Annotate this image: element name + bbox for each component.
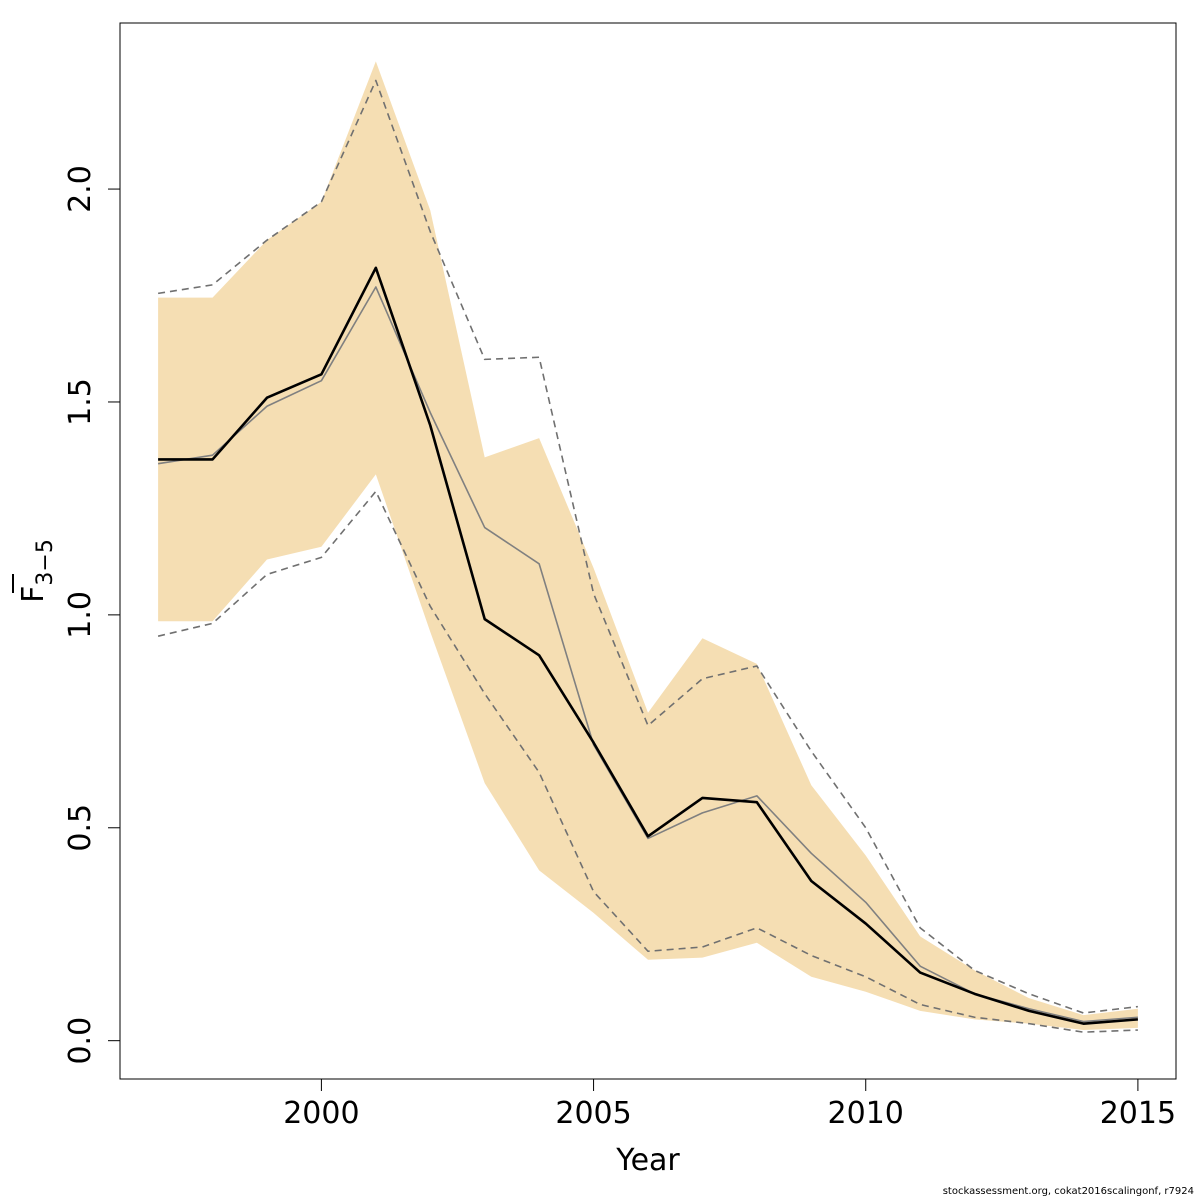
y-axis-title-base: F bbox=[16, 586, 51, 603]
y-axis-title-subscript: 3−5 bbox=[33, 539, 58, 585]
y-axis: 0.0 0.5 1.0 1.5 2.0 bbox=[63, 165, 120, 1065]
confidence-band bbox=[158, 61, 1138, 1031]
x-axis-title: Year bbox=[615, 1143, 680, 1178]
y-tick-label: 0.5 bbox=[63, 804, 98, 852]
x-tick-label: 2005 bbox=[555, 1096, 631, 1131]
y-tick-label: 2.0 bbox=[63, 165, 98, 213]
series-line-4 bbox=[157, 490, 1138, 1033]
y-tick-label: 0.0 bbox=[63, 1017, 98, 1065]
svg-text:F3−5: F3−5 bbox=[16, 539, 58, 603]
x-tick-label: 2015 bbox=[1100, 1096, 1176, 1131]
plot-frame bbox=[119, 22, 1177, 1080]
series-lines bbox=[157, 79, 1138, 1033]
x-tick-label: 2010 bbox=[828, 1096, 904, 1131]
series-line-3 bbox=[157, 79, 1138, 1014]
x-tick-label: 2000 bbox=[283, 1096, 359, 1131]
footer-note: stockassessment.org, cokat2016scalingonf… bbox=[942, 1186, 1194, 1197]
y-tick-label: 1.5 bbox=[63, 378, 98, 426]
x-axis: 2000 2005 2010 2015 bbox=[283, 1079, 1176, 1131]
y-axis-title: F3−5 bbox=[12, 539, 58, 603]
y-tick-label: 1.0 bbox=[63, 591, 98, 639]
confidence-band-area bbox=[158, 61, 1138, 1031]
series-line-1 bbox=[158, 266, 1138, 1025]
